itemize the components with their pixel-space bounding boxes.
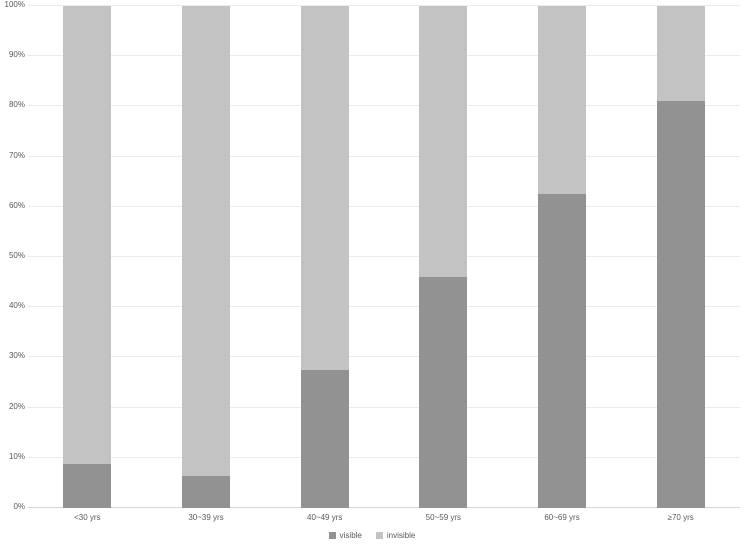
gridline-100% [28,5,740,6]
bar-60~69 yrs [538,6,587,508]
gridline-70% [28,155,740,157]
legend-label: invisible [386,531,416,540]
y-tick-label: 50% [8,251,25,260]
bar-segment-invisible [419,6,468,277]
y-tick-label: 0% [13,502,25,511]
plot-area [28,5,740,508]
bar-segment-invisible [656,6,705,102]
y-tick-label: 70% [8,150,25,160]
gridline-30% [28,356,740,358]
bar-segment-visible [538,193,587,508]
bar-segment-invisible [182,6,230,477]
y-tick-label: 30% [8,351,25,361]
gridline-90% [28,55,740,57]
gridline-20% [28,406,740,408]
legend-item-visible: visible [328,531,362,540]
legend: visible invisible [0,531,744,540]
x-category-label: ≥70 yrs [667,513,694,522]
bar-segment-invisible [63,6,112,464]
y-tick-label: 90% [8,50,25,60]
legend-swatch-icon [375,532,383,539]
legend-label: visible [339,531,362,540]
y-tick-label: 40% [8,301,25,311]
legend-swatch-icon [328,532,336,539]
gridline-40% [28,306,740,308]
x-category-label: 50~59 yrs [425,513,462,522]
bar-slot-6 [621,6,740,508]
bar-segment-invisible [300,6,349,371]
bar-slot-3 [265,6,384,508]
gridline-60% [28,205,740,207]
bar-segment-invisible [538,6,587,194]
x-category-label: 30~39 yrs [188,513,224,522]
bar-segment-visible [419,276,468,508]
bar-segment-visible [300,370,349,508]
x-category-label: <30 yrs [74,513,101,522]
y-axis-tick-labels: 0% 10% 20% 30% 40% 50% 60% 70% 80% 90% 100% [0,1,25,511]
gridline-0% [28,507,740,508]
y-tick-label: 100% [4,0,25,9]
y-tick-label: 10% [8,451,25,461]
bar-50~59 yrs [419,6,468,508]
x-axis-category-labels: <30 yrs 30~39 yrs 40~49 yrs 50~59 yrs 60~69 … [28,513,740,522]
legend-item-invisible: invisible [375,531,416,540]
bars-container [28,6,740,508]
bar-30~39 yrs [182,6,230,508]
bar-segment-visible [656,101,705,508]
gridline-10% [28,456,740,458]
bar-segment-visible [63,463,112,508]
bar-40~49 yrs [300,6,349,508]
bar-segment-visible [182,476,230,508]
x-category-label: 60~69 yrs [544,513,580,522]
y-tick-label: 80% [8,100,25,110]
gridline-80% [28,105,740,107]
x-category-label: 40~49 yrs [307,513,343,522]
bar-slot-5 [503,6,622,508]
bar-slot-2 [147,6,266,508]
y-tick-label: 60% [8,200,25,210]
bar-≥70 yrs [656,6,705,508]
y-tick-label: 20% [8,401,25,411]
bar-<30 yrs [63,6,112,508]
bar-slot-1 [28,6,147,508]
bar-slot-4 [384,6,503,508]
gridline-50% [28,256,740,257]
